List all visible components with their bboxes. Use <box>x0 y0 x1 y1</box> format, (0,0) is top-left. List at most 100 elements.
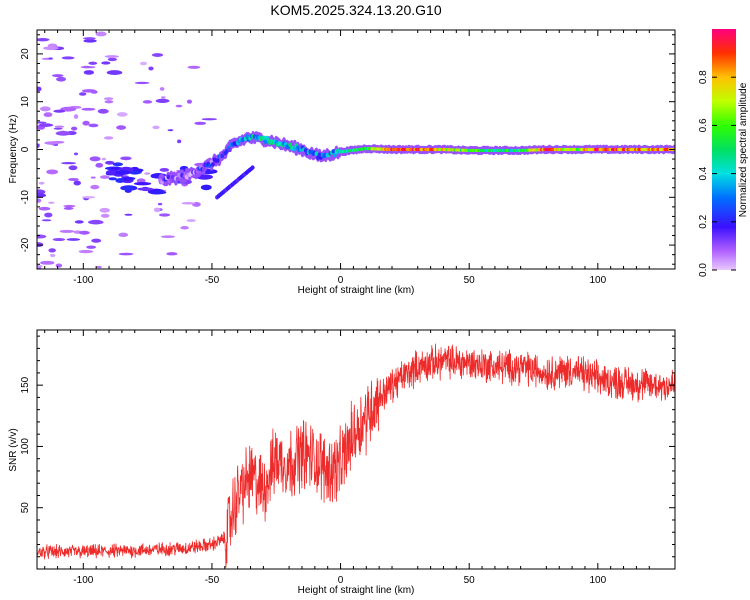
noise-blob <box>63 204 76 208</box>
noise-blob <box>88 61 98 65</box>
noise-blob <box>148 66 154 71</box>
snr-xlabel: Height of straight line (km) <box>298 585 415 596</box>
ridge-core <box>292 146 297 152</box>
y-tick-label: 0 <box>20 146 31 152</box>
noise-blob <box>100 175 110 179</box>
noise-blob <box>91 238 102 243</box>
noise-blob <box>180 225 189 230</box>
noise-blob <box>83 39 97 43</box>
noise-blob <box>38 123 54 127</box>
signal-blob <box>200 184 212 191</box>
noise-blob <box>101 157 107 161</box>
noise-blob <box>43 46 59 51</box>
noise-blob <box>37 121 47 124</box>
x-tick-label: 100 <box>589 275 606 286</box>
noise-blob <box>81 107 96 111</box>
colorbar-tick-label: 0.2 <box>698 214 709 228</box>
noise-blob <box>95 31 107 37</box>
ridge-core <box>215 158 220 163</box>
noise-blob <box>99 207 111 213</box>
noise-blob <box>155 98 170 104</box>
snr-ylabel: SNR (v/v) <box>8 428 19 471</box>
noise-blob <box>187 65 201 69</box>
noise-blob <box>152 125 160 130</box>
noise-blob <box>59 229 75 233</box>
noise-blob <box>38 191 46 194</box>
ridge-core <box>208 163 212 168</box>
noise-blob <box>37 193 47 198</box>
y-tick-label: 10 <box>20 96 31 108</box>
colorbar-tick-label: 0.0 <box>698 263 709 277</box>
noise-blob <box>78 92 87 96</box>
signal-blob <box>115 178 125 184</box>
y-tick-label: 100 <box>20 438 31 455</box>
noise-blob <box>61 162 77 165</box>
noise-blob <box>68 177 79 181</box>
noise-blob <box>118 232 129 238</box>
noise-blob <box>37 264 43 268</box>
x-tick-label: 50 <box>464 275 476 286</box>
colorbar-ticks: 0.0 0.2 0.4 0.6 0.8 <box>698 70 736 277</box>
noise-blob <box>120 156 132 161</box>
colorbar-tick-label: 0.6 <box>698 118 709 132</box>
noise-blob <box>134 81 150 85</box>
noise-blob <box>81 196 96 199</box>
spectrogram-ylabel: Frequency (Hz) <box>8 115 19 184</box>
noise-blob <box>56 76 67 82</box>
noise-blob <box>181 202 196 205</box>
x-tick-label: 0 <box>338 575 344 586</box>
colorbar-label: Normalized spectral amplitude <box>738 82 749 217</box>
noise-blob <box>158 213 171 217</box>
noise-blob <box>66 238 81 241</box>
noise-blob <box>160 235 176 238</box>
x-tick-label: 0 <box>338 275 344 286</box>
x-tick-label: -50 <box>205 275 220 286</box>
noise-blob <box>153 207 161 213</box>
noise-blob <box>124 213 133 216</box>
ridge-core <box>262 135 266 141</box>
noise-blob <box>49 253 56 258</box>
spectrogram-marks <box>37 31 675 269</box>
snr-marks <box>37 343 675 568</box>
ridge-core <box>201 166 206 172</box>
noise-blob <box>101 61 111 65</box>
noise-blob <box>37 143 40 148</box>
signal-blob <box>108 177 117 181</box>
noise-blob <box>161 96 166 99</box>
noise-blob <box>159 167 170 172</box>
noise-blob <box>78 249 94 254</box>
noise-blob <box>82 65 91 69</box>
noise-blob <box>41 219 52 222</box>
noise-blob <box>177 139 182 144</box>
y-tick-label: 50 <box>20 502 31 514</box>
noise-blob <box>159 87 165 91</box>
noise-blob <box>44 141 60 145</box>
ridge-core <box>314 151 319 156</box>
noise-blob <box>116 112 128 117</box>
signal-blob <box>115 170 131 175</box>
noise-blob <box>90 184 100 190</box>
noise-blob <box>142 100 153 104</box>
noise-blob <box>186 219 196 222</box>
noise-blob <box>44 212 53 218</box>
noise-blob <box>167 129 174 132</box>
noise-blob <box>95 162 104 168</box>
y-tick-label: 20 <box>20 48 31 60</box>
chart-title: KOM5.2025.324.13.20.G10 <box>270 2 441 18</box>
noise-blob <box>61 56 75 60</box>
noise-blob <box>194 121 207 125</box>
ridge-core <box>331 149 336 154</box>
colorbar-tick-label: 0.4 <box>698 166 709 180</box>
noise-blob <box>39 106 51 112</box>
noise-blob <box>43 112 53 118</box>
noise-blob <box>103 97 114 101</box>
ridge-core <box>263 139 268 144</box>
noise-blob <box>63 206 74 210</box>
noise-blob <box>68 165 78 171</box>
noise-blob <box>37 242 44 248</box>
noise-blob <box>144 172 151 175</box>
noise-blob <box>37 37 50 42</box>
noise-blob <box>81 89 97 93</box>
